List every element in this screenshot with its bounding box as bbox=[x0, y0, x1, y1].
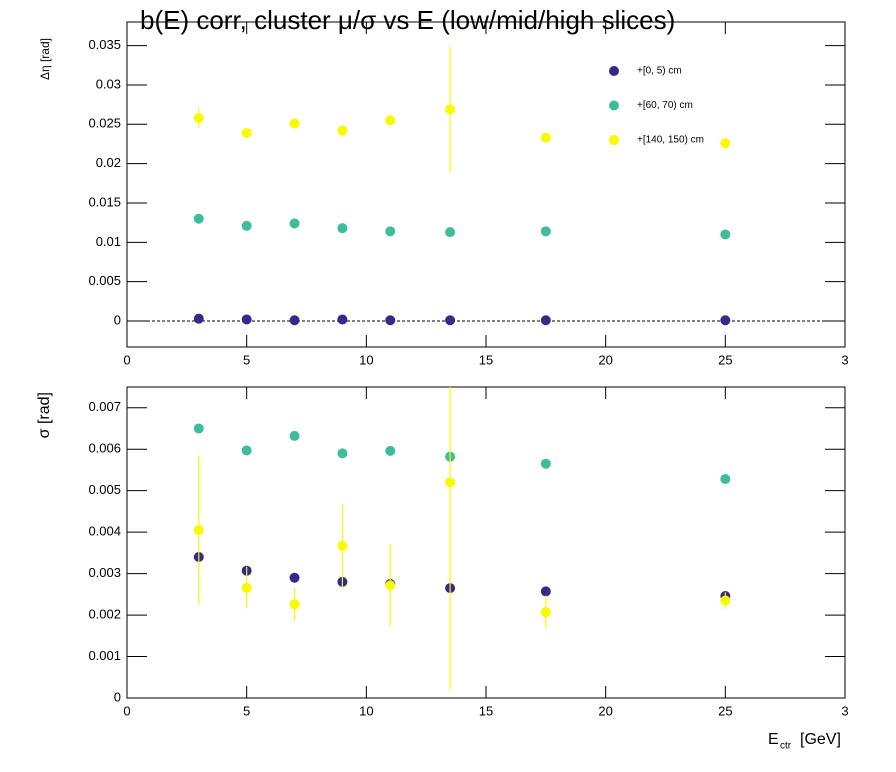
data-point bbox=[337, 223, 348, 234]
x-axis-label-unit: [GeV] bbox=[800, 731, 841, 748]
data-point bbox=[720, 229, 731, 240]
data-point bbox=[385, 226, 396, 237]
x-tick-label: 10 bbox=[359, 703, 373, 718]
data-point bbox=[540, 458, 551, 469]
data-point bbox=[540, 315, 551, 326]
y-tick-label: 0.003 bbox=[88, 565, 121, 580]
data-point bbox=[193, 525, 204, 536]
data-point bbox=[720, 474, 731, 485]
data-point bbox=[289, 430, 300, 441]
x-tick-label: 3 bbox=[841, 703, 848, 718]
data-point bbox=[289, 218, 300, 229]
plot-frame bbox=[126, 21, 846, 348]
y-axis-label: σ [rad] bbox=[36, 392, 53, 438]
y-tick-label: 0.02 bbox=[96, 155, 121, 170]
y-tick-label: 0.01 bbox=[96, 234, 121, 249]
x-tick-label: 5 bbox=[243, 703, 250, 718]
chart-title: b(E) corr, cluster μ/σ vs E (low/mid/hig… bbox=[140, 5, 675, 35]
data-point bbox=[540, 226, 551, 237]
y-tick-label: 0.007 bbox=[88, 399, 121, 414]
data-point bbox=[337, 314, 348, 325]
legend-label: +[60, 70) cm bbox=[637, 100, 693, 111]
data-point bbox=[241, 314, 252, 325]
x-tick-label: 3 bbox=[841, 352, 848, 367]
data-point bbox=[337, 540, 348, 551]
x-tick-label: 20 bbox=[598, 352, 612, 367]
data-point bbox=[193, 423, 204, 434]
x-tick-label: 0 bbox=[123, 352, 130, 367]
data-point bbox=[540, 607, 551, 618]
y-axis-label: Δη [rad] bbox=[38, 38, 52, 80]
y-tick-label: 0.005 bbox=[88, 482, 121, 497]
y-tick-label: 0.006 bbox=[88, 441, 121, 456]
data-point bbox=[193, 313, 204, 324]
data-point bbox=[720, 138, 731, 149]
data-point bbox=[720, 595, 731, 606]
data-point bbox=[289, 599, 300, 610]
x-tick-label: 5 bbox=[243, 352, 250, 367]
data-point bbox=[241, 220, 252, 231]
data-point bbox=[445, 315, 456, 326]
x-axis-label: E bbox=[768, 731, 779, 748]
plot-frame bbox=[126, 386, 846, 699]
data-point bbox=[337, 448, 348, 459]
legend-marker bbox=[609, 135, 619, 145]
data-point bbox=[385, 315, 396, 326]
y-tick-label: 0 bbox=[114, 312, 121, 327]
y-tick-label: 0.035 bbox=[88, 37, 121, 52]
y-tick-label: 0 bbox=[114, 689, 121, 704]
y-tick-label: 0.001 bbox=[88, 648, 121, 663]
x-tick-label: 10 bbox=[359, 352, 373, 367]
legend-label: +[140, 150) cm bbox=[637, 135, 704, 146]
x-axis-label-sub: ctr bbox=[780, 741, 792, 752]
x-tick-label: 25 bbox=[718, 703, 732, 718]
data-point bbox=[193, 113, 204, 124]
data-point bbox=[445, 227, 456, 238]
data-point bbox=[445, 104, 456, 115]
data-point bbox=[241, 127, 252, 138]
y-tick-label: 0.015 bbox=[88, 194, 121, 209]
y-tick-label: 0.004 bbox=[88, 524, 121, 539]
data-point bbox=[720, 315, 731, 326]
x-tick-label: 25 bbox=[718, 352, 732, 367]
data-point bbox=[540, 586, 551, 597]
data-point bbox=[241, 582, 252, 593]
data-point bbox=[385, 115, 396, 126]
data-point bbox=[289, 572, 300, 583]
data-point bbox=[289, 118, 300, 129]
data-point bbox=[385, 580, 396, 591]
x-tick-label: 0 bbox=[123, 703, 130, 718]
legend-marker bbox=[609, 100, 619, 111]
data-point bbox=[337, 125, 348, 136]
y-tick-label: 0.005 bbox=[88, 273, 121, 288]
data-point bbox=[540, 132, 551, 143]
x-tick-label: 15 bbox=[479, 352, 493, 367]
data-point bbox=[289, 315, 300, 326]
data-point bbox=[193, 213, 204, 224]
data-point bbox=[241, 445, 252, 456]
y-tick-label: 0.025 bbox=[88, 116, 121, 131]
data-point bbox=[445, 477, 456, 488]
data-point bbox=[385, 445, 396, 456]
legend-label: +[0, 5) cm bbox=[637, 66, 682, 77]
x-tick-label: 15 bbox=[479, 703, 493, 718]
x-tick-label: 20 bbox=[598, 703, 612, 718]
legend-marker bbox=[609, 66, 619, 76]
y-tick-label: 0.002 bbox=[88, 607, 121, 622]
y-tick-label: 0.03 bbox=[96, 76, 121, 91]
